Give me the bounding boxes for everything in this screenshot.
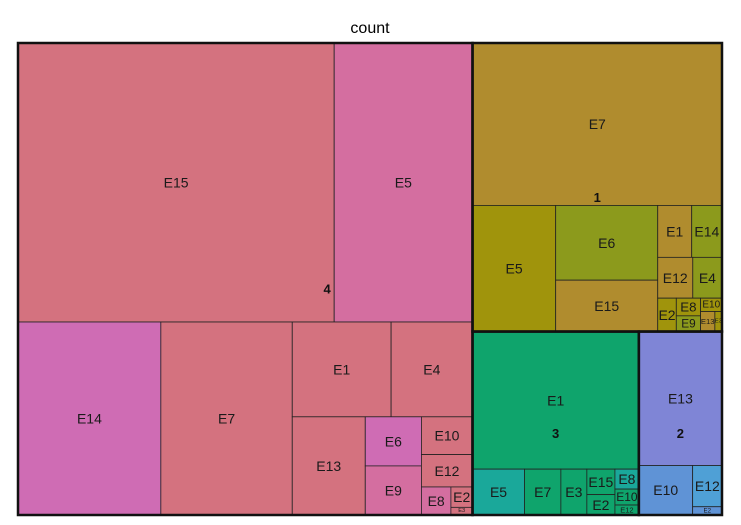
treemap-cell-label: E7 — [534, 484, 551, 500]
treemap-cell-label: E15 — [588, 474, 613, 490]
treemap-cell-4-E5 — [333, 42, 473, 323]
treemap-cell-1-E12 — [657, 256, 694, 299]
treemap-cell-label: E4 — [699, 270, 716, 286]
treemap-cell-label: E14 — [77, 411, 102, 427]
treemap-cell-label: E10 — [653, 482, 678, 498]
treemap-cell-2-E13 — [638, 331, 723, 466]
treemap-cell-label: E1 — [547, 392, 564, 408]
treemap-cell-1-E1 — [657, 205, 693, 258]
treemap-cell-1-E14 — [691, 205, 723, 258]
treemap-cell-label: E13 — [701, 317, 715, 326]
treemap-cell-label: E2 — [704, 507, 712, 514]
group-labels: 4 1 3 2 — [323, 190, 684, 441]
treemap-cell-4-E4 — [390, 321, 473, 418]
treemap-cell-label: E10 — [616, 490, 638, 504]
treemap-cell-label: E2 — [658, 307, 675, 323]
treemap-cell-label: E9 — [681, 317, 695, 331]
treemap-cell-label: E12 — [620, 506, 633, 515]
treemap-cell-label: E1 — [333, 361, 350, 377]
treemap-cell-label: E6 — [598, 235, 615, 251]
treemap-cell-4-E6 — [364, 416, 422, 467]
group-label-3: 3 — [552, 426, 559, 441]
treemap-cell-3-E5 — [472, 468, 525, 516]
group-label-4: 4 — [323, 282, 331, 297]
treemap-cell-3-E1 — [472, 331, 640, 470]
chart-title: count — [350, 20, 390, 37]
treemap-cell-3-E7 — [524, 468, 562, 516]
treemap-cell-1-E5 — [472, 205, 557, 332]
treemap-cell-label: E15 — [164, 175, 189, 191]
treemap-cell-label: E5 — [490, 484, 507, 500]
treemap-cell-1-E4 — [692, 256, 723, 299]
group-outlines — [16, 41, 724, 517]
treemap-cell-4-E10 — [421, 416, 473, 455]
treemap-cell-label: E2 — [453, 489, 470, 505]
treemap-cell-label: E13 — [316, 458, 341, 474]
treemap-cell-label: E2 — [592, 497, 609, 513]
treemap-cell-label: E8 — [618, 471, 635, 487]
treemap-cell-4-E8 — [421, 486, 452, 516]
treemap-cell-label: E7 — [218, 411, 235, 427]
treemap-cell-label: E8 — [680, 300, 696, 315]
treemap-cell-label: E15 — [594, 298, 619, 314]
treemap-cell-label: E13 — [668, 391, 693, 407]
treemap-cell-label: E14 — [694, 223, 719, 239]
treemap-cell-label: E3 — [458, 508, 465, 514]
group-label-2: 2 — [677, 426, 684, 441]
treemap-cell-label: E12 — [663, 270, 688, 286]
treemap-cell-label: E8 — [428, 493, 445, 509]
treemap-cell-label: E4 — [423, 361, 440, 377]
treemap-cell-1-E15 — [555, 279, 659, 332]
treemap-cell-label: E3 — [565, 484, 582, 500]
treemap-cell-label: E6 — [385, 433, 402, 449]
treemap-cell-label: E3 — [715, 319, 722, 325]
treemap-cell-label: E1 — [666, 223, 683, 239]
treemap-cell-3-E3 — [560, 468, 588, 516]
treemap-cell-4-E1 — [291, 321, 392, 418]
treemap-cell-label: E5 — [395, 175, 412, 191]
treemap-cell-label: E9 — [385, 482, 402, 498]
treemap-cell-label: E5 — [506, 260, 523, 276]
treemap-cell-label: E7 — [589, 116, 606, 132]
treemap-cell-4-E15 — [17, 42, 335, 323]
treemap-cell-label: E10 — [702, 299, 720, 310]
treemap-cell-4-E7 — [160, 321, 293, 516]
treemap-cell-1-E6 — [555, 205, 659, 281]
treemap-cell-label: E12 — [695, 478, 720, 494]
treemap-cell-label: E12 — [435, 463, 460, 479]
group-outline-2 — [637, 330, 724, 517]
group-label-1: 1 — [594, 190, 601, 205]
treemap-cell-2-E12 — [692, 465, 723, 508]
treemap-cell-4-E14 — [17, 321, 162, 516]
treemap-cell-label: E10 — [435, 428, 460, 444]
